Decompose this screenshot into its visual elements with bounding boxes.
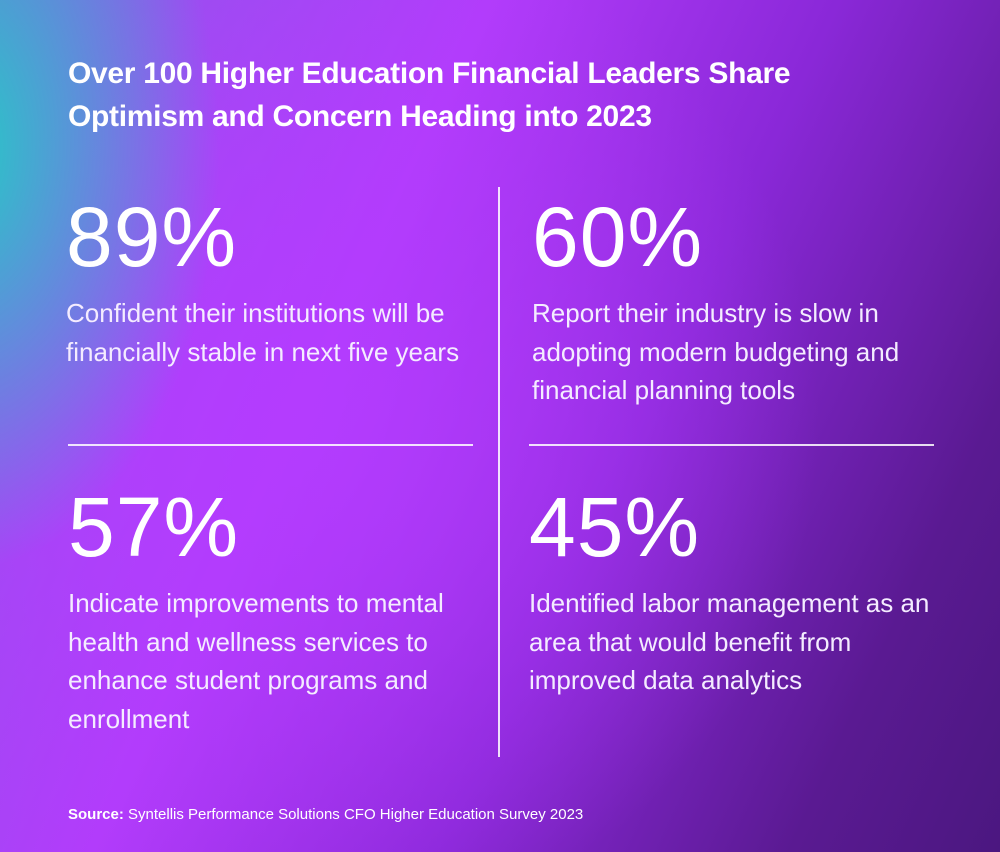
stat-description: Identified labor management as an area t… — [529, 588, 930, 695]
source-label: Source: — [68, 806, 124, 823]
stat-57: 57% Indicate improvements to mental heal… — [68, 482, 488, 738]
page-title: Over 100 Higher Education Financial Lead… — [68, 52, 968, 138]
title-line-1: Over 100 Higher Education Financial Lead… — [68, 57, 791, 90]
divider-vertical — [498, 187, 500, 757]
stat-value: 60% — [532, 190, 704, 284]
stat-description: Report their industry is slow in adoptin… — [532, 298, 900, 405]
source-text: Syntellis Performance Solutions CFO High… — [123, 806, 584, 823]
title-line-2: Optimism and Concern Heading into 2023 — [68, 100, 652, 133]
source-note: Source: Syntellis Performance Solutions … — [68, 806, 583, 823]
stat-89: 89% Confident their institutions will be… — [66, 192, 486, 371]
stat-value: 89% — [66, 190, 238, 284]
divider-right — [529, 444, 934, 446]
stat-value: 45% — [529, 480, 701, 574]
stat-60: 60% Report their industry is slow in ado… — [532, 192, 952, 410]
divider-left — [68, 444, 473, 446]
stat-description: Indicate improvements to mental health a… — [68, 588, 444, 734]
stat-value: 57% — [68, 480, 240, 574]
stat-45: 45% Identified labor management as an ar… — [529, 482, 949, 700]
stat-description: Confident their institutions will be fin… — [66, 298, 460, 367]
